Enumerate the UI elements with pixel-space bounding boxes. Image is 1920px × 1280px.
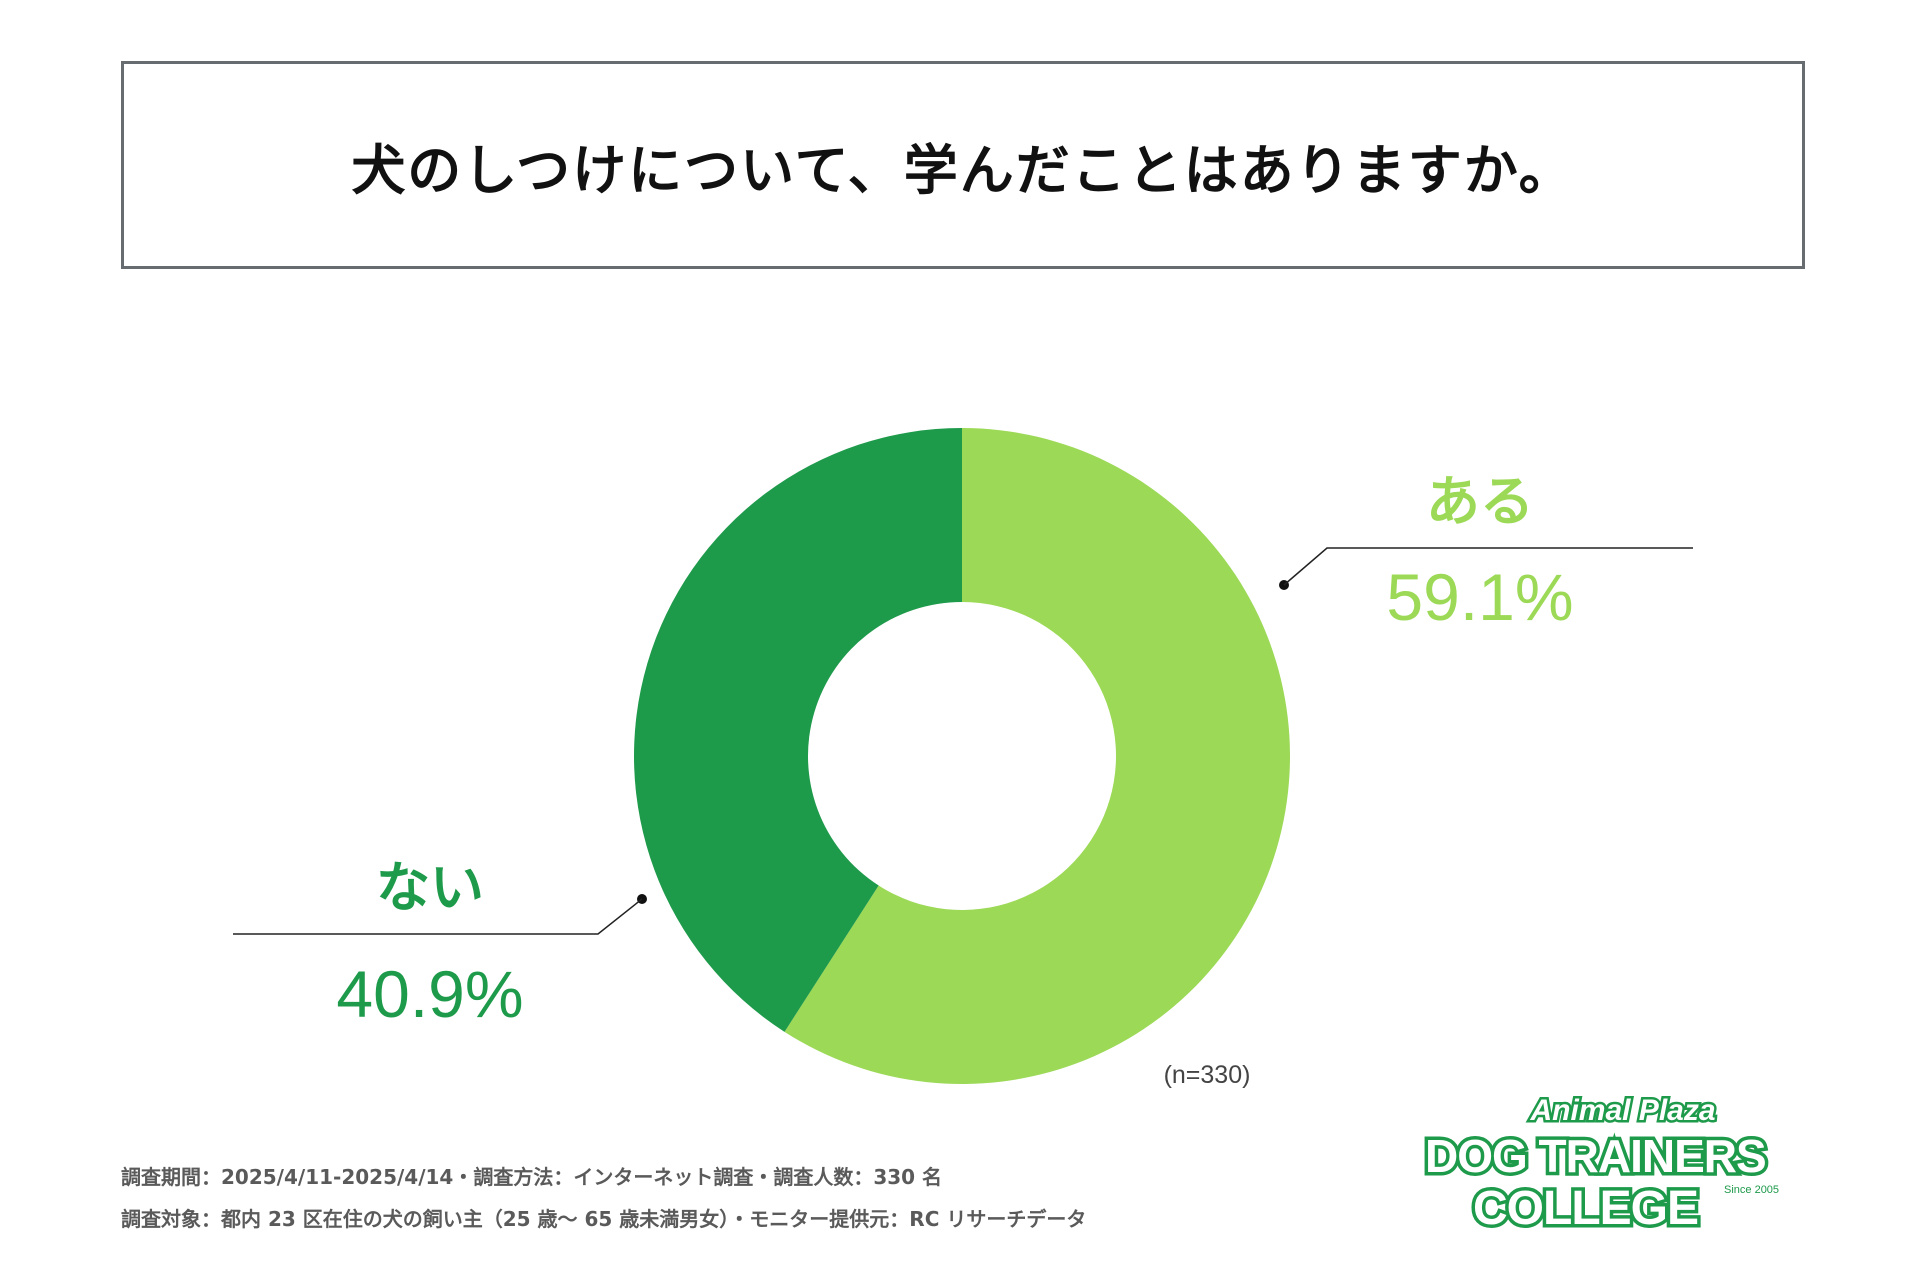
logo-line1: Animal Plaza [1529, 1094, 1715, 1127]
leader-line-0 [1283, 547, 1693, 586]
footnote-survey-target: 調査対象：都内 23 区在住の犬の飼い主（25 歳〜 65 歳未満男女）・モニタ… [121, 1207, 1087, 1231]
slice-label-1: ない [376, 856, 484, 919]
sample-size-label: (n=330) [1164, 1061, 1251, 1089]
leader-line-1 [233, 898, 643, 935]
title-box: 犬のしつけについて、学んだことはありますか。 [121, 61, 1805, 269]
slice-label-0: ある [1426, 470, 1534, 533]
slice-annotations: ある 59.1% ない 40.9% [233, 470, 1693, 1031]
footnote-survey-period: 調査期間：2025/4/11-2025/4/14・調査方法：インターネット調査・… [121, 1165, 943, 1189]
logo-line2: DOG TRAINERS [1425, 1130, 1766, 1182]
slice-0 [784, 428, 1290, 1085]
slice-value-1: 40.9% [336, 957, 523, 1031]
slice-1 [633, 428, 962, 1032]
donut-slices [633, 428, 1290, 1085]
slice-value-0: 59.1% [1386, 560, 1573, 634]
dog-trainers-college-logo: Animal Plaza DOG TRAINERS COLLEGE Since … [1422, 1092, 1780, 1239]
logo-since: Since 2005 [1724, 1184, 1779, 1196]
chart-title: 犬のしつけについて、学んだことはありますか。 [351, 138, 1575, 202]
logo-line3: COLLEGE [1473, 1182, 1698, 1235]
